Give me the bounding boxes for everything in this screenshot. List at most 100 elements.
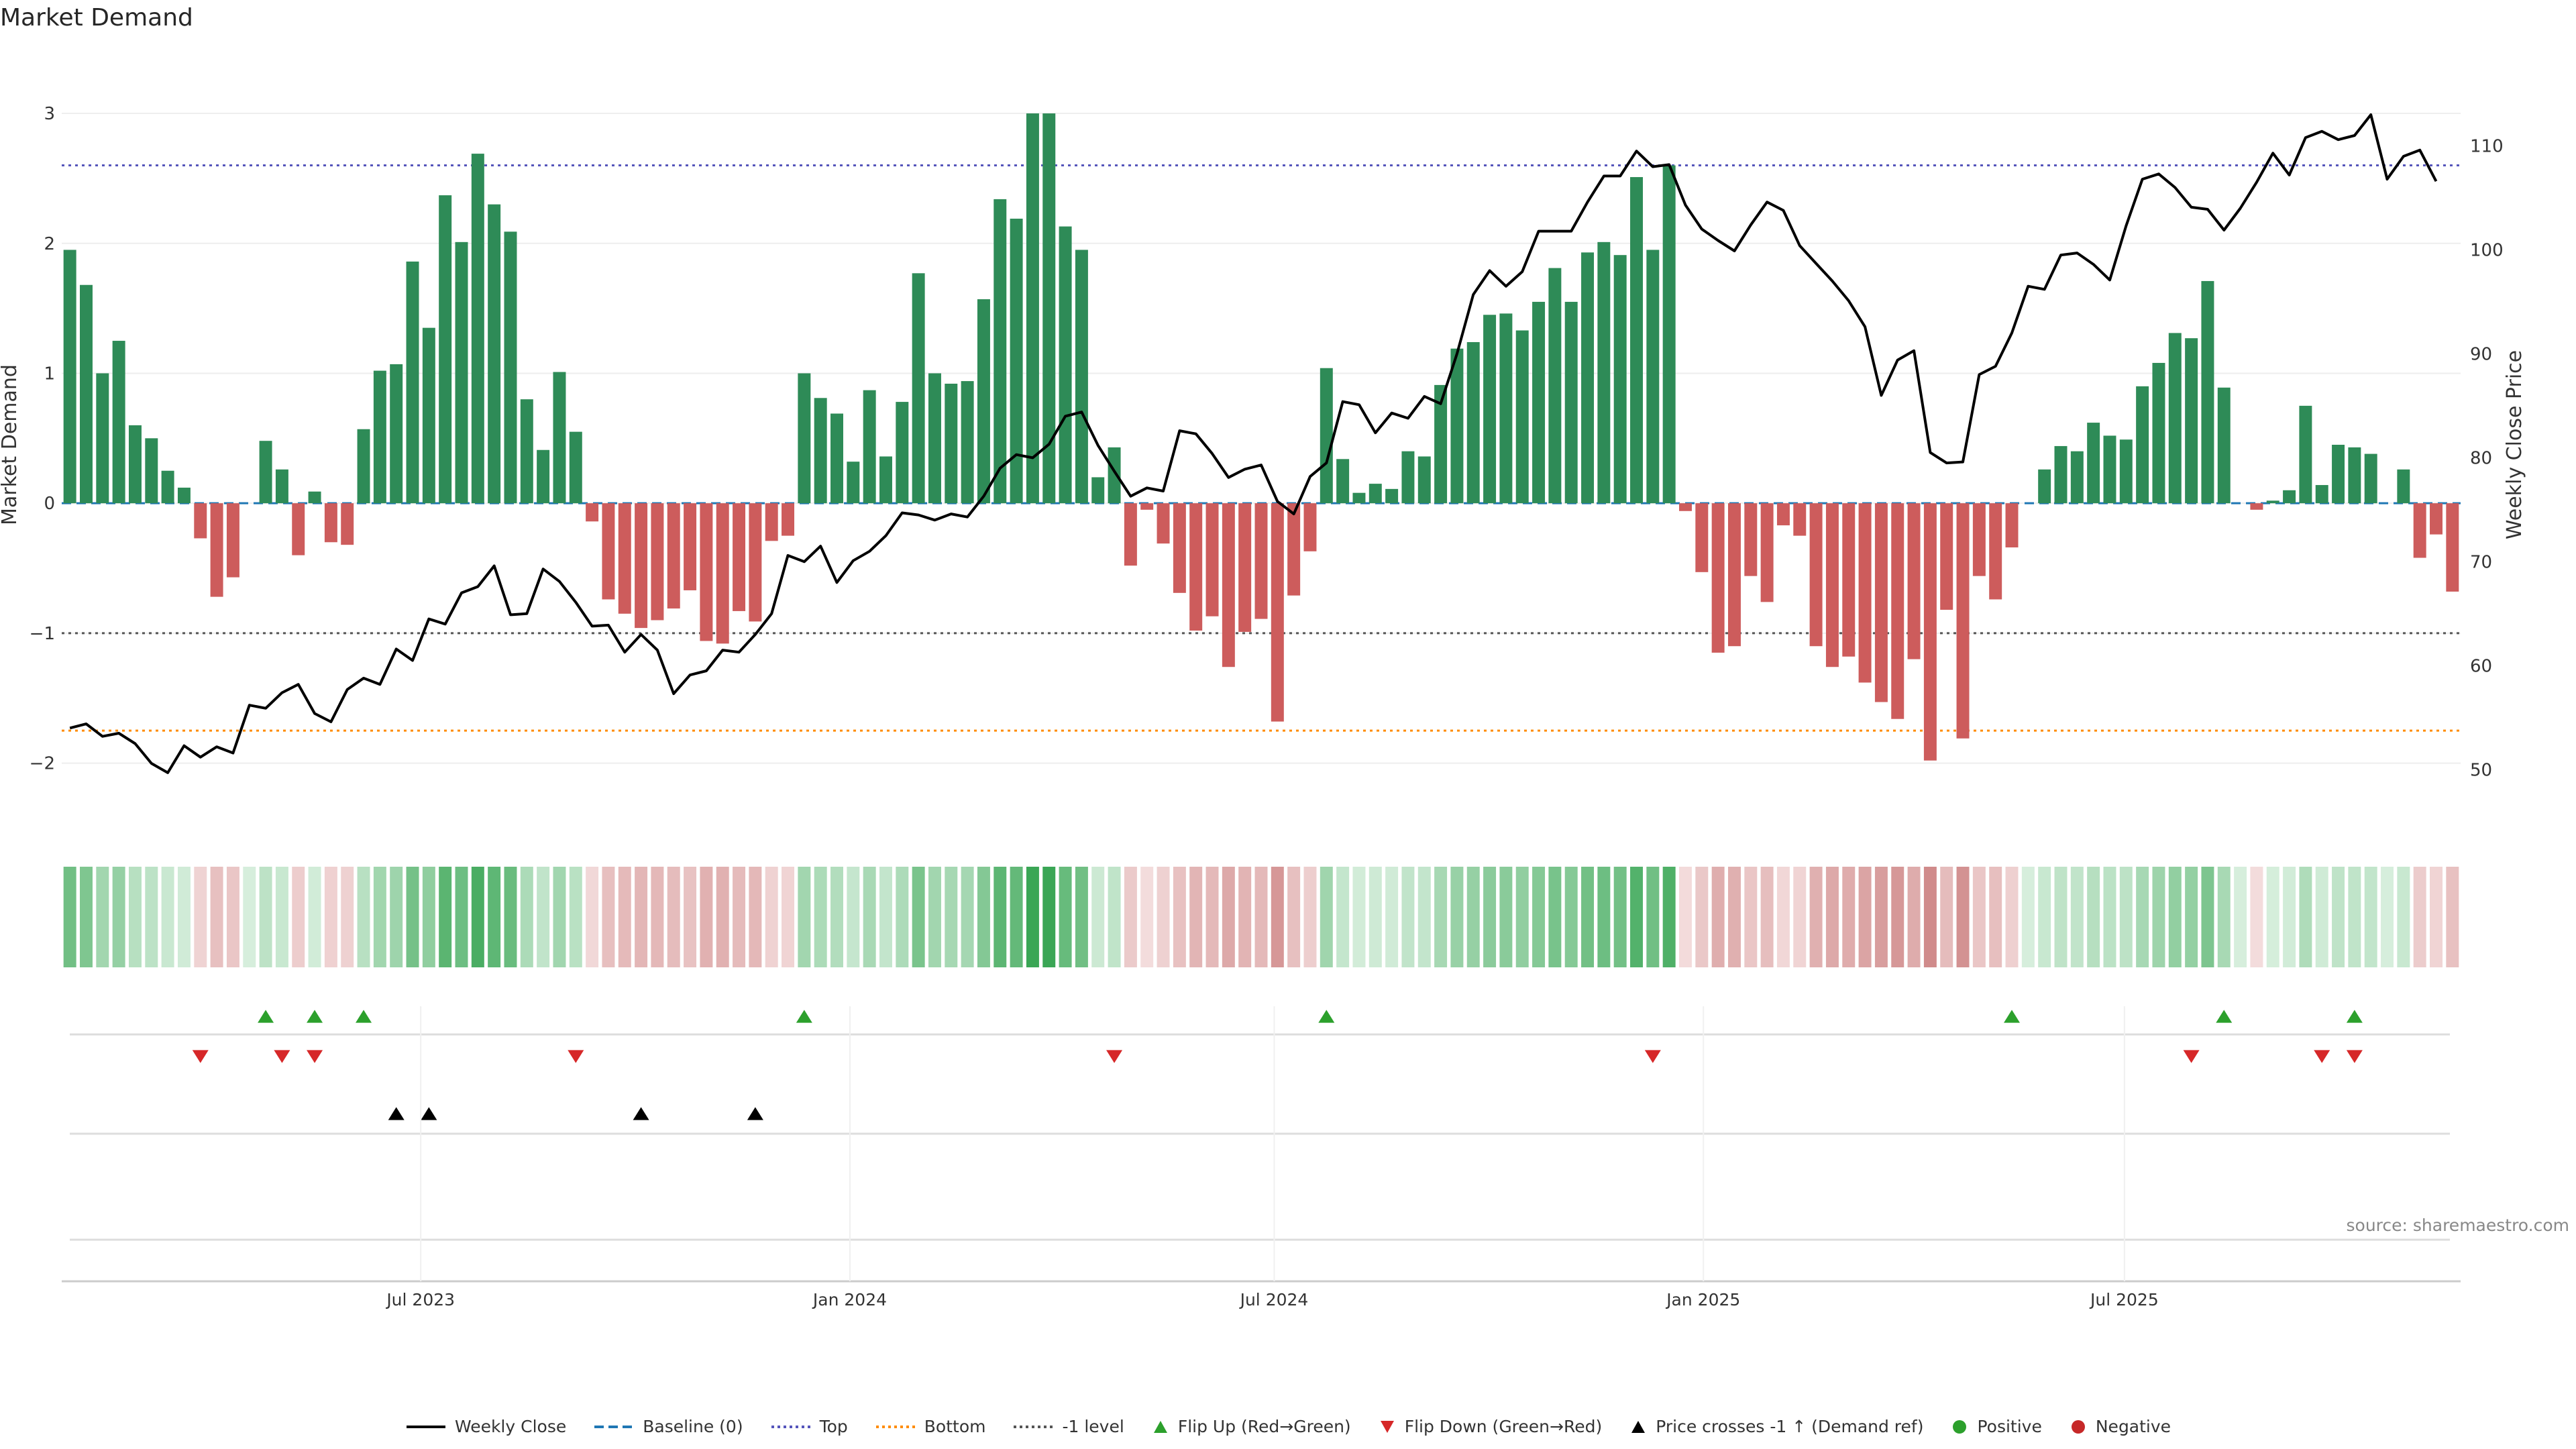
gridlines bbox=[62, 113, 2461, 764]
demand-bar bbox=[1124, 503, 1137, 566]
heat-cell bbox=[2168, 867, 2182, 967]
flip-down-marker bbox=[1106, 1050, 1123, 1063]
heat-cell bbox=[1793, 867, 1807, 967]
legend-item: Flip Up (Red→Green) bbox=[1151, 1417, 1351, 1436]
demand-bar bbox=[1923, 503, 1937, 761]
demand-bar bbox=[390, 364, 403, 504]
legend-item: Top bbox=[770, 1417, 848, 1436]
demand-bar bbox=[1466, 341, 1480, 504]
demand-bar bbox=[896, 402, 909, 504]
demand-bar bbox=[537, 449, 550, 504]
legend-swatch-dot bbox=[1953, 1419, 1967, 1434]
heat-cell bbox=[2413, 867, 2426, 967]
heat-cell bbox=[1059, 867, 1072, 967]
heat-cell bbox=[961, 867, 974, 967]
source-note: source: sharemaestro.com bbox=[2346, 1216, 2570, 1235]
heat-cell bbox=[1989, 867, 2002, 967]
demand-bar bbox=[2070, 451, 2084, 504]
heat-cell bbox=[733, 867, 746, 967]
heat-cell bbox=[1417, 867, 1431, 967]
demand-bar bbox=[1401, 451, 1415, 504]
legend-item: Price crosses -1 ↑ (Demand ref) bbox=[1629, 1417, 1923, 1436]
demand-bar bbox=[1940, 503, 1953, 610]
demand-bar bbox=[782, 503, 795, 536]
demand-bar bbox=[504, 231, 517, 504]
heat-cell bbox=[830, 867, 843, 967]
demand-bar bbox=[1989, 503, 2002, 600]
demand-bar bbox=[2005, 503, 2019, 548]
heat-cell bbox=[1010, 867, 1023, 967]
heat-cell bbox=[1744, 867, 1758, 967]
heat-cell bbox=[2234, 867, 2247, 967]
demand-bar bbox=[1222, 503, 1235, 667]
heat-cell bbox=[2430, 867, 2443, 967]
y2-axis-title: Weekly Close Price bbox=[2503, 350, 2526, 539]
flip-down-marker bbox=[2183, 1050, 2200, 1063]
heat-cell bbox=[1858, 867, 1872, 967]
y2-tick-label: 60 bbox=[2470, 656, 2492, 676]
heat-cell bbox=[112, 867, 125, 967]
x-tick-label: Jul 2024 bbox=[1239, 1290, 1309, 1309]
demand-bar bbox=[1613, 255, 1627, 504]
heat-cell bbox=[2119, 867, 2133, 967]
heat-cell bbox=[1434, 867, 1448, 967]
legend-item: Weekly Close bbox=[405, 1417, 566, 1436]
heat-cell bbox=[667, 867, 680, 967]
demand-bar bbox=[1695, 503, 1709, 572]
demand-bar bbox=[1907, 503, 1921, 659]
legend-item: Positive bbox=[1950, 1417, 2042, 1436]
heat-cell bbox=[847, 867, 860, 967]
heat-cell bbox=[1124, 867, 1137, 967]
demand-bar bbox=[1711, 503, 1725, 653]
heat-cell bbox=[896, 867, 909, 967]
demand-bar bbox=[945, 383, 958, 504]
legend-label: -1 level bbox=[1062, 1417, 1124, 1436]
demand-bar bbox=[2299, 405, 2312, 504]
demand-bar bbox=[1010, 218, 1023, 504]
heat-cell bbox=[1385, 867, 1399, 967]
heat-cell bbox=[145, 867, 158, 967]
demand-bar bbox=[2087, 423, 2100, 504]
demand-bar bbox=[1026, 113, 1039, 504]
heat-cell bbox=[1222, 867, 1235, 967]
demand-bar bbox=[2185, 338, 2198, 504]
demand-bar bbox=[1173, 503, 1186, 593]
demand-bar bbox=[1630, 176, 1643, 504]
demand-bar bbox=[1075, 250, 1088, 504]
demand-bar bbox=[733, 503, 746, 611]
demand-bar bbox=[1434, 384, 1448, 504]
demand-bar bbox=[667, 503, 680, 609]
demand-bar bbox=[308, 491, 321, 504]
chart-canvas: 3 2 1 0 −1 −2 Market Demand 50 60 70 80 90 100 110 We… bbox=[0, 104, 2526, 1309]
heat-cell bbox=[226, 867, 239, 967]
demand-bar bbox=[1336, 459, 1350, 504]
heat-cell bbox=[2136, 867, 2149, 967]
x-tick-label: Jul 2023 bbox=[385, 1290, 455, 1309]
demand-bar bbox=[1499, 313, 1513, 504]
heat-cell bbox=[912, 867, 925, 967]
y2-tick-label: 90 bbox=[2470, 344, 2492, 364]
heat-cell bbox=[1287, 867, 1301, 967]
heat-cell bbox=[1695, 867, 1709, 967]
demand-bar bbox=[1662, 165, 1676, 504]
heat-cell bbox=[1532, 867, 1546, 967]
demand-bar bbox=[161, 470, 174, 504]
demand-bar bbox=[830, 413, 843, 504]
heat-cell bbox=[324, 867, 337, 967]
heat-cell bbox=[1891, 867, 1904, 967]
demand-bar bbox=[1972, 503, 1986, 576]
heat-cell bbox=[1662, 867, 1676, 967]
heat-cell bbox=[1026, 867, 1039, 967]
demand-bar bbox=[1891, 503, 1904, 719]
demand-bar bbox=[2332, 445, 2345, 504]
demand-heat-strip bbox=[63, 867, 2459, 967]
heat-cell bbox=[2054, 867, 2068, 967]
heat-cell bbox=[1091, 867, 1105, 967]
heat-cell bbox=[553, 867, 566, 967]
demand-bar bbox=[2217, 387, 2231, 504]
demand-bar bbox=[1140, 503, 1154, 510]
demand-bar bbox=[2038, 469, 2051, 504]
legend-label: Flip Down (Green→Red) bbox=[1404, 1417, 1603, 1436]
heat-cell bbox=[128, 867, 142, 967]
demand-bar bbox=[1352, 492, 1366, 504]
